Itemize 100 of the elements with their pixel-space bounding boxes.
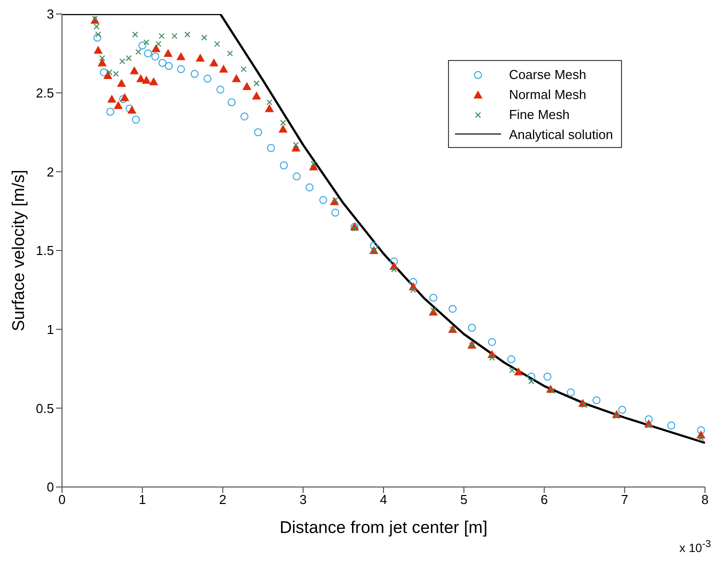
point [292,142,299,148]
point [514,367,524,376]
text: x 10$^{-3}$ [679,539,711,555]
point [280,120,286,126]
point [488,338,496,346]
point [114,100,123,109]
point [164,62,173,70]
point [203,74,212,83]
point [196,54,205,62]
point [254,128,262,136]
point [667,422,676,430]
legend-label: Analytical solution [508,126,613,142]
point [266,144,275,152]
point [219,64,228,73]
point [292,172,301,180]
point [232,74,241,82]
point [135,48,142,55]
point [142,76,151,84]
point [126,55,132,62]
x-tick-label: 8 [701,492,709,508]
point [310,160,317,167]
point [614,413,620,420]
point [94,24,100,30]
point [390,258,398,266]
point [95,31,102,38]
point [252,91,262,100]
point [143,39,150,46]
point [209,58,218,66]
point [528,378,534,384]
point [155,40,162,47]
point [94,46,103,54]
point [390,266,397,272]
point [149,77,158,86]
point [409,278,418,286]
point [698,435,704,442]
y-tick-label: 2.5 [36,85,54,100]
point [99,55,106,62]
legend-label: Fine Mesh [508,106,570,122]
point [107,94,116,103]
point [176,52,186,60]
point [370,242,378,250]
point [126,104,134,113]
point [592,396,600,404]
y-tick-label: 1.5 [36,243,54,258]
point [216,86,224,94]
legend-label: Coarse Mesh [508,66,586,82]
x-tick-label: 1 [138,492,146,508]
point [130,66,139,74]
point [527,372,536,381]
point [644,415,653,424]
point [240,66,247,72]
y-tick-label: 0 [46,480,54,495]
point [158,33,165,40]
y-tick-label: 3 [46,6,54,22]
point [98,58,107,66]
y-axis-title: Surface velocity [m/s] [9,170,28,332]
point [489,354,496,361]
point [429,294,438,302]
point [509,367,516,374]
point [549,388,556,394]
y-tick-label: 2 [46,164,54,180]
point [228,98,236,106]
point [242,82,252,90]
point [331,208,340,217]
point [132,31,138,38]
point [280,161,288,170]
x-tick-label: 2 [219,492,226,508]
point [448,304,457,313]
point [190,70,199,78]
point [138,42,146,50]
point [151,52,160,61]
point [543,372,552,381]
x-tick-label: 6 [540,492,548,508]
y-tick-label: 0.5 [36,400,54,416]
line-series [62,14,705,444]
x-tick-label: 5 [460,492,468,508]
point [319,196,328,204]
point [116,78,126,87]
point [164,48,173,57]
point [184,31,190,38]
point [352,225,358,232]
point [266,99,272,106]
point [254,80,260,86]
x-axis-title: Distance from jet center [m] [280,518,488,537]
x-tick-label: 4 [380,492,388,508]
legend-label: Normal Mesh [508,86,586,102]
y-tick-label: 1 [46,322,54,337]
point [468,324,476,332]
point [100,68,108,76]
point [507,355,516,364]
x-tick-label: 0 [58,492,66,508]
point [158,58,166,67]
x-tick-label: 3 [300,492,307,508]
point [581,402,588,408]
x-tick-label: 7 [621,492,628,508]
point [278,124,288,133]
point [176,65,185,74]
point [240,112,248,120]
point [106,108,114,116]
point [566,388,575,396]
